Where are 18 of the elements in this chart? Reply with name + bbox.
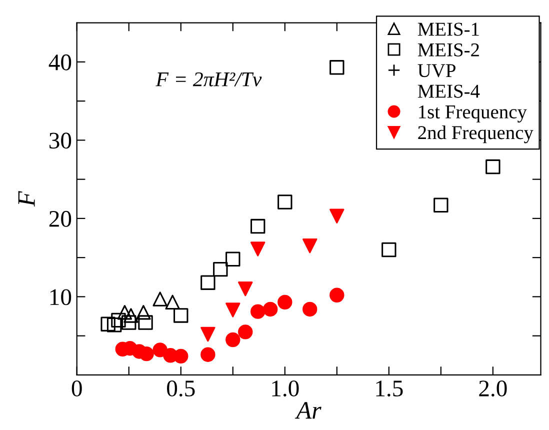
x-tick-label: 0: [72, 380, 82, 396]
x-tick-label: 1.5: [376, 380, 403, 397]
x-tick-label: 2.0: [479, 380, 507, 397]
x-tick-label: 1.0: [272, 380, 299, 397]
y-tick-label: 10: [50, 289, 72, 306]
legend-label: 1st Frequency: [419, 105, 527, 122]
y-tick-label: 20: [49, 210, 72, 227]
legend-label: 2nd Frequency: [418, 126, 534, 144]
legend-label: MEIS-2: [418, 43, 479, 56]
annotation: MEIS-4: [418, 84, 480, 98]
legend-label: UVP: [418, 64, 456, 78]
y-tick-label: 40: [48, 54, 72, 70]
x-axis-title: Ar: [294, 402, 322, 419]
legend-label: MEIS-1: [418, 22, 479, 36]
y-axis-title: F: [18, 191, 35, 207]
annotation: F = 2πH²/Tν: [156, 72, 262, 86]
y-tick-label: 30: [50, 132, 72, 149]
x-tick-label: 0.5: [167, 380, 195, 397]
